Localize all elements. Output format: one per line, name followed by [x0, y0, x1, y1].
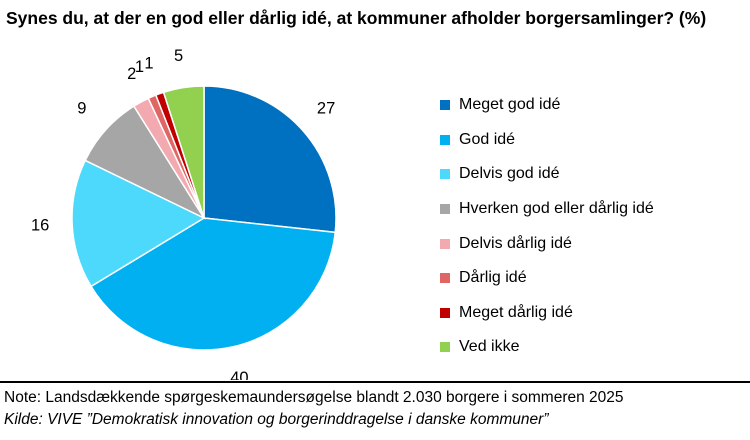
- legend-item-delvis-god-ide: Delvis god idé: [440, 157, 654, 192]
- slice-god-ide: [90, 217, 337, 351]
- pie-chart: 27 40 16 9 21 1 5: [31, 47, 337, 380]
- legend-label: Delvis god idé: [459, 165, 560, 183]
- pie-slices: [71, 85, 337, 351]
- divider: [0, 381, 750, 383]
- legend-swatch: [440, 169, 450, 180]
- legend-swatch: [440, 238, 450, 249]
- slice-delvis-god-ide: [71, 159, 206, 288]
- legend-swatch: [440, 342, 450, 353]
- legend-label: Hverken god eller dårlig idé: [459, 200, 654, 218]
- chart-title: Synes du, at der en god eller dårlig idé…: [6, 8, 707, 28]
- legend-item-god-ide: God idé: [440, 123, 654, 158]
- legend-swatch: [440, 307, 450, 318]
- source-line: Kilde: VIVE ”Demokratisk innovation og b…: [4, 411, 549, 428]
- legend-label: Delvis dårlig idé: [459, 234, 572, 252]
- legend-item-meget-darlig-ide: Meget dårlig idé: [440, 296, 654, 331]
- legend-swatch: [440, 204, 450, 215]
- slice-ved-ikke: [162, 85, 205, 219]
- data-label-delvis-darlig-ide: 2: [127, 65, 136, 83]
- pie-data-labels: 27 40 16 9 21 1 5: [31, 47, 335, 380]
- data-label-ved-ikke: 5: [174, 47, 183, 65]
- legend-item-darlig-ide: Dårlig idé: [440, 261, 654, 296]
- legend-label: God idé: [459, 130, 516, 148]
- data-label-meget-god-ide: 27: [317, 100, 335, 118]
- legend-label: Meget dårlig idé: [459, 303, 573, 321]
- legend-label: Ved ikke: [459, 338, 520, 356]
- slice-meget-god-ide: [203, 85, 337, 234]
- chart-legend: Meget god idé God idé Delvis god idé Hverke…: [440, 88, 654, 365]
- data-label-delvis-god-ide: 16: [31, 217, 49, 235]
- data-label-hverken-god-eller-darlig-ide: 9: [77, 100, 86, 118]
- legend-item-ved-ikke: Ved ikke: [440, 330, 654, 365]
- legend-swatch: [440, 273, 450, 284]
- legend-item-meget-god-ide: Meget god idé: [440, 88, 654, 123]
- legend-swatch: [440, 134, 450, 145]
- legend-item-hverken-god-eller-darlig-ide: Hverken god eller dårlig idé: [440, 192, 654, 227]
- legend-label: Dårlig idé: [459, 269, 527, 287]
- legend-item-delvis-darlig-ide: Delvis dårlig idé: [440, 226, 654, 261]
- legend-label: Meget god idé: [459, 96, 561, 114]
- data-label-darlig-ide: 1: [135, 58, 144, 76]
- data-label-meget-darlig-ide: 1: [144, 55, 153, 73]
- data-label-god-ide: 40: [230, 369, 248, 380]
- legend-swatch: [440, 100, 450, 111]
- footnote: Note: Landsdækkende spørgeskemaundersøge…: [4, 389, 624, 406]
